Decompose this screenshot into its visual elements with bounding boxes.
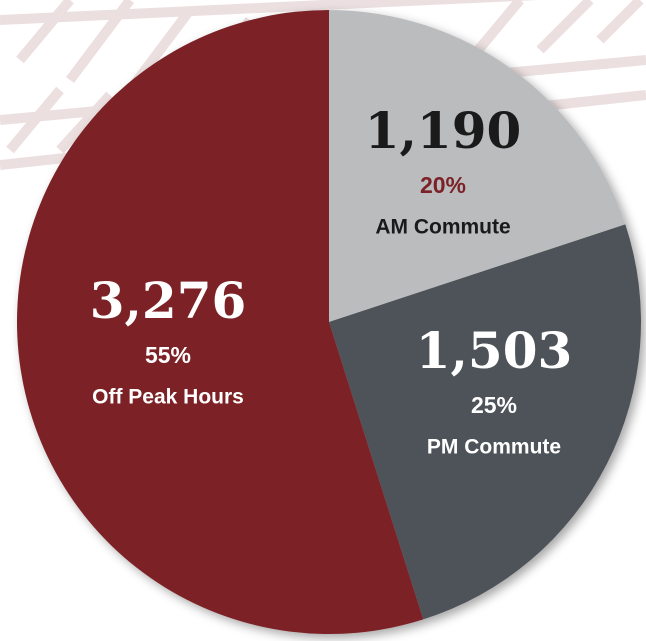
- value-label: 3,276: [90, 271, 247, 330]
- value-label: 1,503: [416, 321, 573, 380]
- pie-slice: [329, 224, 641, 620]
- pie-slice: [16, 10, 424, 634]
- percent-label: 25%: [471, 392, 517, 418]
- pie: [16, 10, 641, 634]
- percent-label: 55%: [145, 342, 191, 368]
- labels: 1,190 20% AM Commute 1,503 25% PM Commute 3,27…: [90, 101, 573, 459]
- value-label: 1,190: [365, 101, 522, 160]
- percent-label: 20%: [420, 172, 466, 198]
- pie-slice: [329, 10, 626, 322]
- category-label: PM Commute: [427, 436, 561, 459]
- category-label: AM Commute: [375, 216, 510, 239]
- category-label: Off Peak Hours: [92, 386, 244, 409]
